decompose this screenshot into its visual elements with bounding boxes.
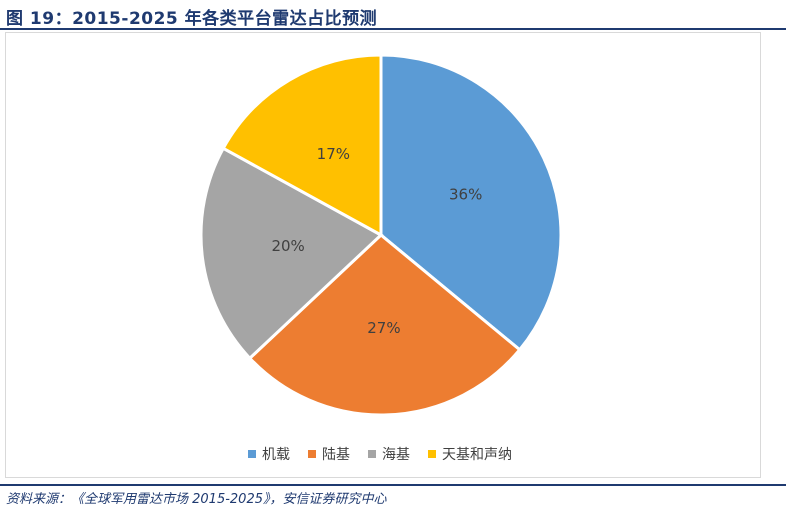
- legend-item-1: 机载: [248, 444, 290, 464]
- source-divider: [0, 484, 786, 486]
- legend-label: 机载: [262, 447, 290, 463]
- pie-chart: 36% 27% 20% 17%: [199, 53, 563, 417]
- legend-swatch: [428, 450, 436, 458]
- source-note: 资料来源：《全球军用雷达市场 2015-2025》，安信证券研究中心: [6, 492, 387, 507]
- legend-swatch: [248, 450, 256, 458]
- data-label-3: 20%: [271, 237, 304, 255]
- legend-swatch: [368, 450, 376, 458]
- chart-legend: 机载 陆基 海基 天基和声纳: [0, 444, 760, 464]
- legend-item-2: 陆基: [308, 444, 350, 464]
- data-label-1: 36%: [449, 186, 482, 204]
- figure-title: 图 19：2015-2025 年各类平台雷达占比预测: [6, 9, 378, 29]
- pie-slice-4: [221, 53, 383, 238]
- legend-item-4: 天基和声纳: [428, 444, 512, 464]
- title-divider: [0, 28, 786, 30]
- data-label-4: 17%: [317, 145, 350, 163]
- legend-label: 天基和声纳: [442, 447, 512, 463]
- pie-slice-2: [247, 233, 522, 417]
- legend-label: 海基: [382, 447, 410, 463]
- data-label-2: 27%: [367, 319, 400, 337]
- legend-swatch: [308, 450, 316, 458]
- pie-slice-1: [379, 53, 563, 352]
- legend-label: 陆基: [322, 447, 350, 463]
- pie-slice-3: [199, 146, 384, 361]
- legend-item-3: 海基: [368, 444, 410, 464]
